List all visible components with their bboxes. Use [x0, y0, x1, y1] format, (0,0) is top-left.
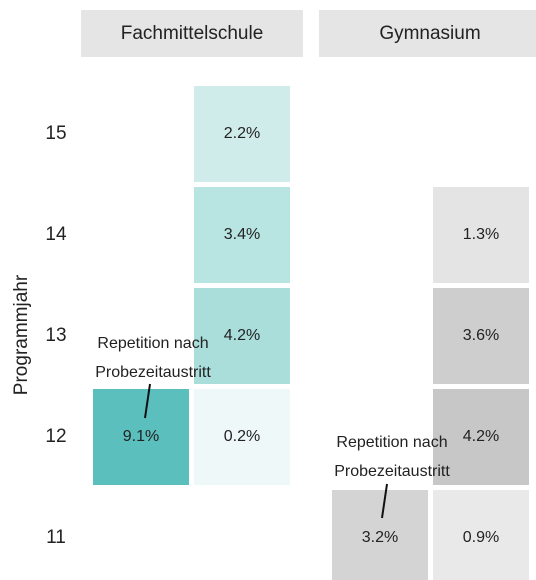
tile-label: 4.2%	[224, 327, 260, 344]
tile	[93, 389, 189, 485]
annotation: Repetition nach	[97, 335, 208, 352]
facet-header	[319, 10, 536, 57]
tile	[433, 490, 529, 580]
y-tick-label: 14	[45, 224, 67, 245]
tile	[433, 389, 529, 485]
annotation: Probezeitaustritt	[334, 463, 450, 480]
tile-label: 4.2%	[463, 428, 499, 445]
tile-label: 1.3%	[463, 226, 499, 243]
y-axis-label: Programmjahr	[11, 274, 32, 395]
annotation-leader	[381, 483, 388, 519]
y-tick-label: 13	[45, 325, 66, 346]
facet-header	[81, 10, 303, 57]
annotation: Repetition nach	[336, 434, 447, 451]
facet-title: Gymnasium	[379, 23, 480, 44]
tile-label: 3.2%	[362, 529, 398, 546]
tile	[332, 490, 428, 580]
tile-label: 3.4%	[224, 226, 260, 243]
annotation-leader	[144, 383, 151, 419]
tile	[194, 86, 290, 182]
tile	[194, 288, 290, 384]
tile	[433, 187, 529, 283]
facet-title: Fachmittelschule	[121, 23, 264, 44]
annotation: Probezeitaustritt	[95, 364, 211, 381]
tile	[194, 389, 290, 485]
tile-label: 0.2%	[224, 428, 260, 445]
y-tick-label: 12	[45, 426, 66, 447]
tile-label: 9.1%	[123, 428, 159, 445]
tile-label: 3.6%	[463, 327, 499, 344]
y-tick-label: 11	[46, 527, 66, 548]
tile	[433, 288, 529, 384]
tile-label: 0.9%	[463, 529, 499, 546]
tile	[194, 187, 290, 283]
y-tick-label: 15	[45, 123, 66, 144]
tile-label: 2.2%	[224, 125, 260, 142]
